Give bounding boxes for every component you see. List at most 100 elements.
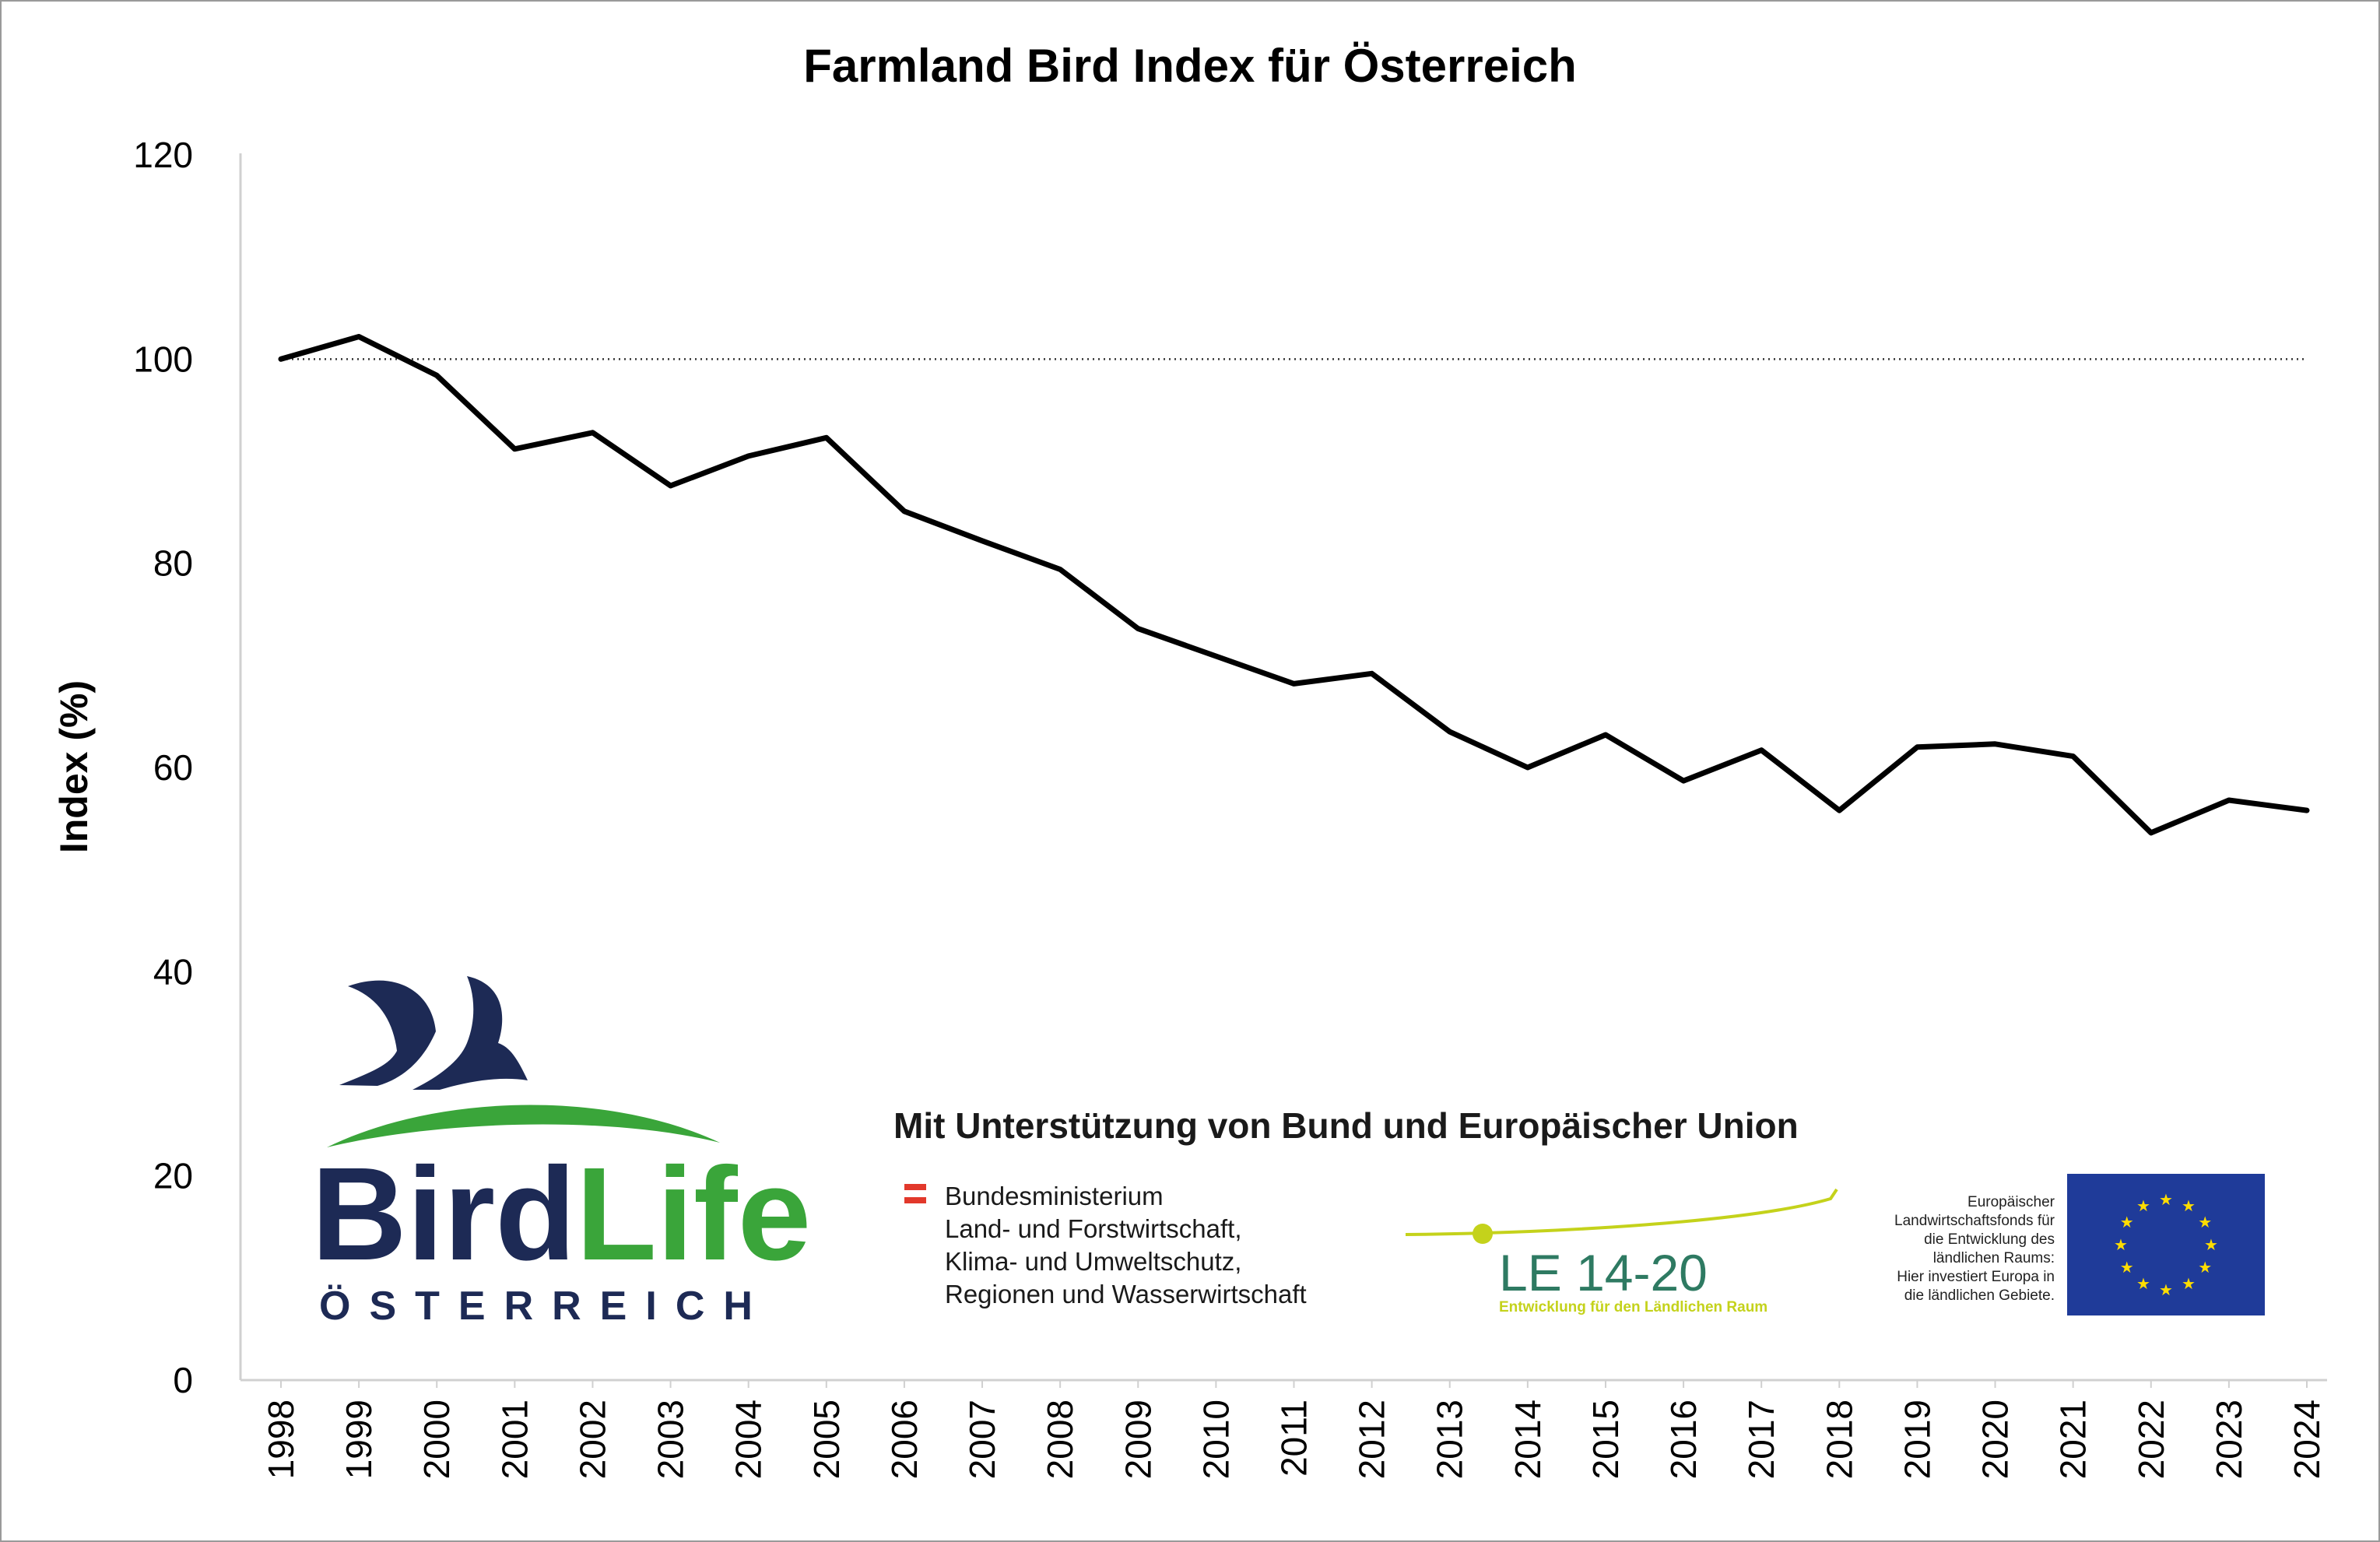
svg-text:die ländlichen Gebiete.: die ländlichen Gebiete. [1904, 1287, 2055, 1304]
y-tick-labels: 0 20 40 60 80 100 120 [133, 135, 193, 1400]
eu-stars: ★ ★★★★★★★★★★★ [2114, 1190, 2218, 1299]
eu-star-icon: ★ [2114, 1235, 2128, 1254]
svg-text:Hier investiert Europa in: Hier investiert Europa in [1897, 1269, 2055, 1285]
x-tick-labels: 1998 1999 2000 2001 2002 2003 2004 2005 2006 2007… [261, 1380, 2327, 1479]
data-point [2072, 755, 2074, 757]
data-point [1916, 746, 1918, 748]
eu-star-icon: ★ [2120, 1213, 2134, 1231]
le-subtitle: Entwicklung für den Ländlichen Raum [1499, 1299, 1767, 1315]
data-point [1683, 780, 1685, 782]
data-point [1994, 743, 1996, 745]
x-tick-label: 1998 [261, 1400, 301, 1479]
x-tick-label: 2012 [1352, 1400, 1392, 1479]
x-tick-label: 2001 [494, 1400, 535, 1479]
eu-star-icon: ★ [2136, 1274, 2150, 1293]
birdlife-logo: BirdLife ÖSTERREICH [311, 976, 811, 1329]
data-point [1604, 734, 1606, 736]
x-tick-label: 2015 [1585, 1400, 1626, 1479]
svg-text:Landwirtschaftsfonds für: Landwirtschaftsfonds für [1894, 1213, 2055, 1229]
y-tick-label: 60 [153, 747, 193, 788]
x-tick-label: 2014 [1508, 1400, 1548, 1479]
data-point [2227, 799, 2230, 801]
data-point [1448, 731, 1451, 733]
eu-star-icon: ★ [2198, 1213, 2212, 1231]
x-tick-label: 2017 [1741, 1400, 1781, 1479]
svg-text:die Entwicklung des: die Entwicklung des [1924, 1231, 2055, 1248]
x-tick-label: 2007 [962, 1400, 1002, 1479]
le-swoosh [1405, 1188, 1838, 1236]
eu-star-icon: ★ [2159, 1280, 2173, 1299]
eu-logo: Europäischer Landwirtschaftsfonds für di… [1894, 1174, 2265, 1315]
eu-star-icon: ★ [2136, 1196, 2150, 1215]
le-logo: LE 14-20 Entwicklung für den Ländlichen … [1405, 1188, 1838, 1315]
eu-star-icon: ★ [2182, 1274, 2196, 1293]
x-tick-label: 2021 [2053, 1400, 2094, 1479]
x-tick-label: 2023 [2209, 1400, 2249, 1479]
x-tick-label: 2010 [1195, 1400, 1236, 1479]
x-tick-label: 2002 [572, 1400, 613, 1479]
svg-text:ländlichen Raums:: ländlichen Raums: [1933, 1250, 2055, 1266]
y-tick-label: 20 [153, 1156, 193, 1196]
eu-star-icon: ★ [2198, 1258, 2212, 1277]
data-point [1293, 683, 1295, 685]
y-tick-label: 80 [153, 543, 193, 584]
data-point [1838, 810, 1841, 812]
x-tick-label: 2006 [884, 1400, 925, 1479]
birdlife-bird-emblem [339, 976, 528, 1090]
le-title: LE 14-20 [1499, 1244, 1708, 1301]
support-heading: Mit Unterstützung von Bund und Europäisc… [893, 1105, 1799, 1146]
series-line [278, 334, 2310, 836]
x-tick-label: 2000 [416, 1400, 457, 1479]
data-point [1059, 568, 1062, 571]
svg-text:Europäischer: Europäischer [1968, 1194, 2055, 1210]
x-tick-label: 2024 [2287, 1400, 2327, 1479]
data-point [1526, 767, 1529, 768]
data-point [825, 437, 827, 439]
data-point [1137, 627, 1139, 630]
x-tick-label: 1999 [339, 1400, 379, 1479]
le-dot-icon [1473, 1224, 1493, 1244]
data-point [2150, 831, 2152, 834]
data-point [981, 539, 984, 542]
austria-flag-icon [904, 1184, 926, 1190]
birdlife-country: ÖSTERREICH [319, 1284, 771, 1329]
data-point [2306, 810, 2308, 812]
y-tick-label: 120 [133, 135, 193, 175]
data-point [669, 484, 672, 486]
x-tick-label: 2019 [1897, 1400, 1937, 1479]
data-point [1215, 655, 1217, 658]
x-tick-label: 2022 [2131, 1400, 2171, 1479]
x-tick-label: 2005 [806, 1400, 847, 1479]
data-point [436, 374, 438, 377]
x-tick-label: 2003 [651, 1400, 691, 1479]
data-point [747, 455, 749, 457]
x-tick-label: 2020 [1975, 1400, 2016, 1479]
eu-star-icon: ★ [2182, 1196, 2196, 1215]
ministry-line: Bundesministerium [945, 1182, 1164, 1210]
x-tick-label: 2018 [1819, 1400, 1859, 1479]
birdlife-wordmark: BirdLife [311, 1140, 811, 1288]
data-point [1371, 673, 1373, 675]
ministry-logo: Bundesministerium Land- und Forstwirtsch… [904, 1182, 1307, 1308]
data-point [591, 431, 594, 434]
data-point [358, 335, 360, 338]
eu-star-icon: ★ [2159, 1190, 2173, 1209]
y-tick-label: 40 [153, 951, 193, 992]
x-tick-label: 2008 [1040, 1400, 1080, 1479]
data-point [280, 358, 282, 360]
y-axis-label: Index (%) [52, 680, 96, 853]
data-point [1760, 749, 1763, 751]
data-point [903, 510, 905, 512]
eu-flag-icon [2067, 1174, 2265, 1315]
x-tick-label: 2016 [1663, 1400, 1704, 1479]
eu-fund-text: Europäischer Landwirtschaftsfonds für di… [1894, 1194, 2055, 1304]
series-group [278, 334, 2310, 836]
x-tick-label: 2011 [1274, 1400, 1315, 1477]
data-point [514, 448, 516, 450]
ministry-line: Regionen und Wasserwirtschaft [945, 1280, 1307, 1308]
x-tick-label: 2009 [1118, 1400, 1158, 1479]
y-tick-label: 100 [133, 339, 193, 379]
eu-star-icon: ★ [2120, 1258, 2134, 1277]
